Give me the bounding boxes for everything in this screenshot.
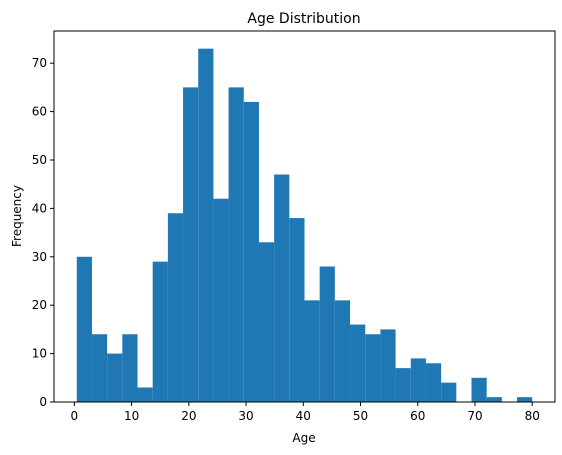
histogram-bar — [304, 300, 320, 402]
y-tick-label: 60 — [32, 105, 47, 119]
x-axis-ticks: 0 10 20 30 40 50 60 70 80 — [71, 402, 540, 423]
x-tick-label: 60 — [410, 409, 425, 423]
x-tick-label: 0 — [71, 409, 79, 423]
histogram-bar — [289, 218, 305, 402]
histogram-bar — [243, 101, 259, 402]
x-axis-label: Age — [292, 431, 315, 445]
x-tick-label: 50 — [353, 409, 368, 423]
histogram-bar — [137, 387, 153, 402]
y-tick-label: 0 — [39, 395, 47, 409]
y-axis-ticks: 0 10 20 30 40 50 60 70 — [32, 56, 54, 409]
histogram-bar — [425, 363, 442, 402]
histogram-bar — [517, 397, 533, 402]
histogram-bar — [441, 382, 457, 402]
x-tick-label: 70 — [467, 409, 482, 423]
histogram-bar — [380, 329, 396, 402]
bars-group — [76, 48, 533, 403]
y-tick-label: 70 — [32, 56, 47, 70]
histogram-bar — [213, 198, 229, 402]
x-tick-label: 10 — [124, 409, 139, 423]
y-tick-label: 30 — [32, 250, 47, 264]
y-axis-label: Frequency — [10, 185, 24, 247]
x-tick-label: 80 — [525, 409, 540, 423]
y-tick-label: 20 — [32, 298, 47, 312]
histogram-bar — [365, 334, 381, 402]
histogram-bar — [395, 368, 411, 402]
histogram-bar — [350, 324, 366, 402]
histogram-bar — [107, 353, 123, 402]
histogram-bar — [471, 377, 487, 402]
x-tick-label: 40 — [296, 409, 311, 423]
histogram-bar — [76, 256, 92, 402]
y-tick-label: 10 — [32, 347, 47, 361]
histogram-bar — [167, 213, 184, 402]
histogram-bar — [228, 87, 244, 403]
y-tick-label: 50 — [32, 153, 47, 167]
histogram-bar — [274, 174, 290, 402]
histogram-bar — [486, 397, 502, 402]
histogram-bar — [410, 358, 426, 402]
y-tick-label: 40 — [32, 201, 47, 215]
histogram-bar — [91, 334, 108, 402]
histogram-bar — [183, 87, 199, 403]
histogram-bar — [198, 48, 214, 403]
histogram-bar — [319, 266, 335, 402]
chart-title: Age Distribution — [247, 11, 360, 27]
x-tick-label: 20 — [181, 409, 196, 423]
histogram-bar — [334, 300, 351, 402]
histogram-bar — [122, 334, 138, 402]
x-tick-label: 30 — [238, 409, 253, 423]
histogram-bar — [152, 261, 168, 402]
plot-frame — [53, 30, 556, 403]
histogram-bar — [258, 242, 275, 402]
